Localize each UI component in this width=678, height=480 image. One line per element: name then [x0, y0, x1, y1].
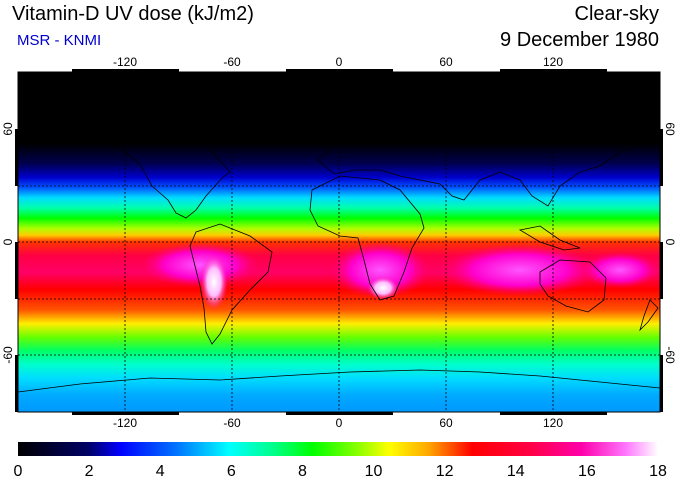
colorbar-label: 8: [298, 463, 307, 480]
date-label: 9 December 1980: [500, 29, 659, 51]
lon-tick-bottom: 60: [439, 416, 453, 430]
lat-tick-left: -60: [1, 346, 15, 364]
colorbar-label: 18: [649, 463, 667, 480]
colorbar-label: 16: [578, 463, 596, 480]
coastlines: [18, 87, 660, 393]
credit-label: MSR - KNMI: [17, 32, 102, 49]
colorbar-label: 4: [156, 463, 165, 480]
sky-condition: Clear-sky: [574, 3, 659, 25]
colorbar-labels: 0 2 4 6 8 10 12 14 16 18: [14, 463, 667, 480]
lon-tick-bottom: -120: [113, 416, 137, 430]
lon-tick-top: 120: [543, 55, 563, 69]
lat-tick-left: 0: [1, 238, 15, 245]
lat-tick-right: -60: [663, 346, 677, 364]
colorbar-label: 6: [227, 463, 236, 480]
map-title: Vitamin-D UV dose (kJ/m2): [12, 3, 254, 25]
lon-tick-top: 60: [439, 55, 453, 69]
lon-tick-bottom: 0: [336, 416, 343, 430]
lon-tick-top: -60: [223, 55, 241, 69]
lat-tick-left: 60: [1, 122, 15, 136]
lat-tick-right: 60: [663, 122, 677, 136]
lon-tick-top: -120: [113, 55, 137, 69]
lon-tick-bottom: -60: [223, 416, 241, 430]
graticule: [18, 72, 660, 412]
colorbar: [18, 442, 658, 456]
colorbar-label: 12: [436, 463, 454, 480]
colorbar-label: 10: [365, 463, 383, 480]
lat-tick-right: 0: [663, 239, 677, 246]
lon-tick-bottom: 120: [543, 416, 563, 430]
edge-bars: [15, 69, 663, 415]
lon-tick-top: 0: [336, 55, 343, 69]
colorbar-label: 14: [507, 463, 525, 480]
colorbar-label: 2: [85, 463, 94, 480]
colorbar-label: 0: [14, 463, 23, 480]
